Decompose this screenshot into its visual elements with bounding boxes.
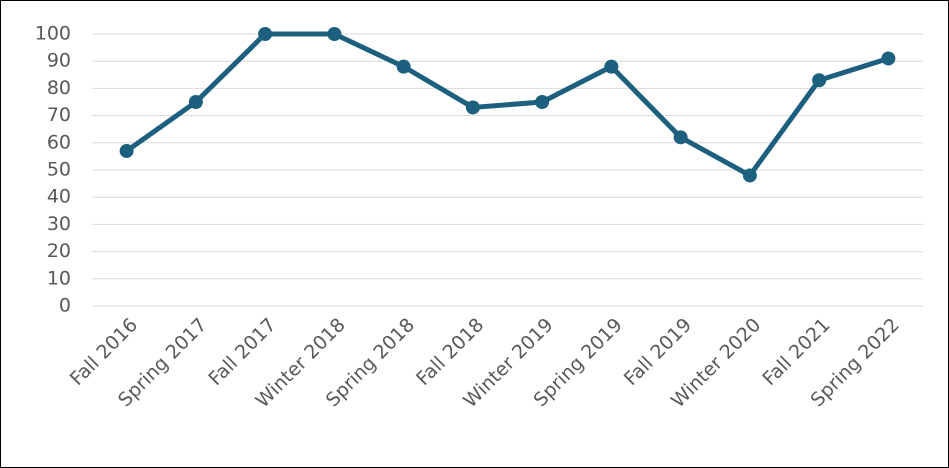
y-tick-label: 80 (47, 77, 71, 99)
y-tick-label: 50 (47, 159, 71, 181)
y-tick-label: 90 (47, 50, 71, 72)
y-tick-label: 60 (47, 131, 71, 153)
marker (604, 59, 619, 74)
marker (742, 168, 757, 183)
marker (465, 100, 480, 115)
y-tick-label: 70 (47, 104, 71, 126)
y-tick-label: 100 (35, 23, 71, 45)
y-tick-label: 40 (47, 186, 71, 208)
line (125, 31, 890, 178)
marker (119, 143, 134, 158)
marker (396, 59, 411, 74)
marker (881, 51, 896, 66)
marker (535, 95, 550, 109)
y-tick-label: 10 (47, 267, 71, 289)
marker (812, 73, 827, 88)
y-tick-label: 0 (59, 295, 71, 317)
y-tick-label: 20 (47, 240, 71, 262)
marker (188, 95, 203, 109)
marker (673, 130, 688, 145)
marker (258, 27, 273, 41)
y-tick-label: 30 (47, 213, 71, 235)
marker (327, 27, 342, 41)
